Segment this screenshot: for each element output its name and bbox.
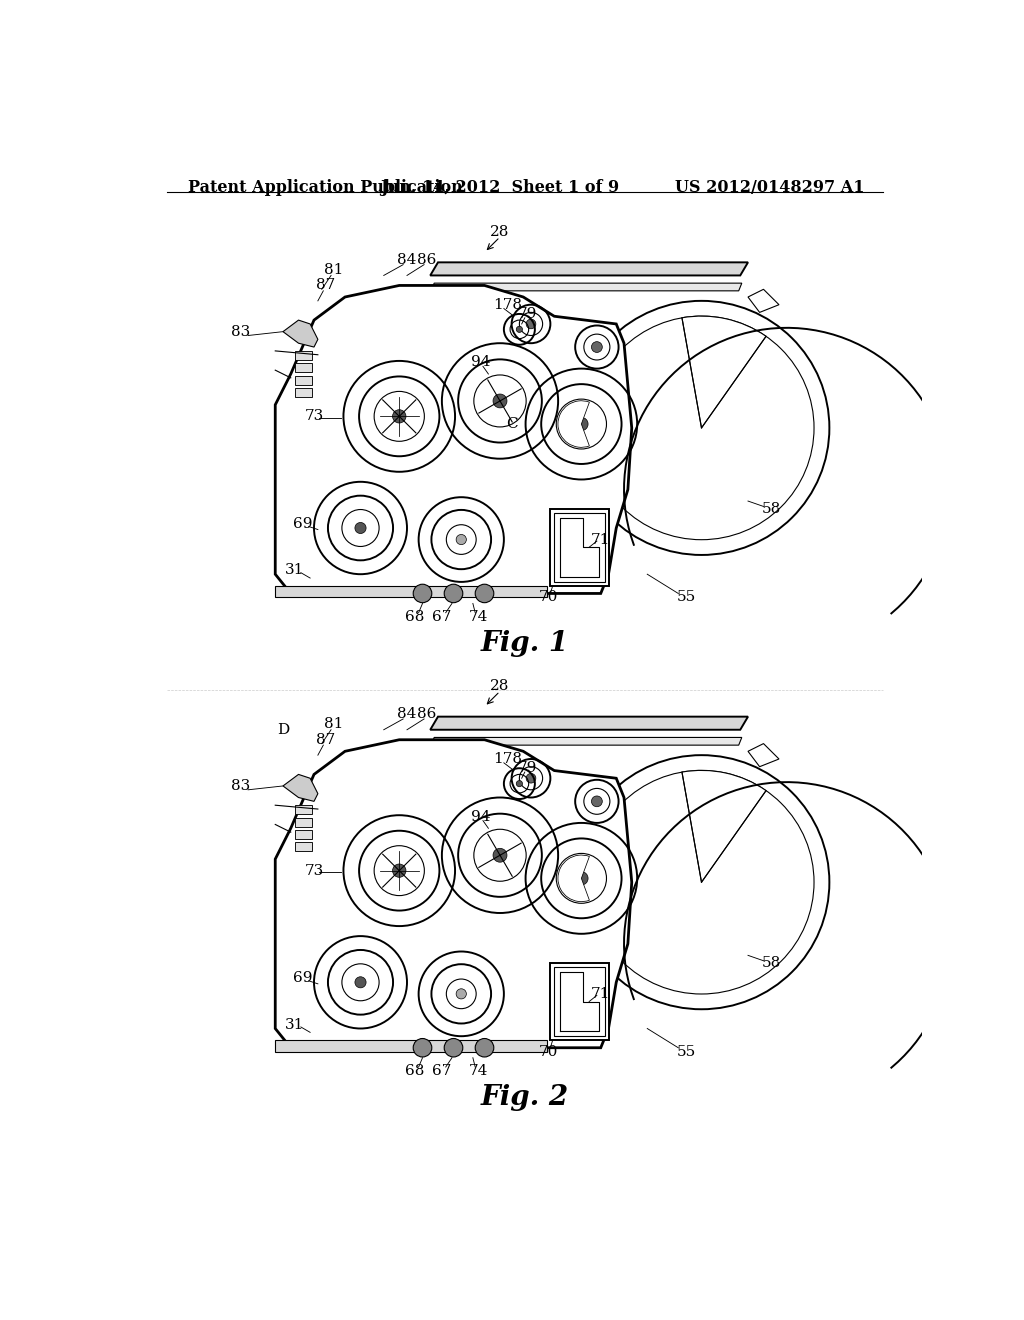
Text: 68: 68 [406,610,424,623]
Circle shape [516,780,522,787]
Text: 178: 178 [494,298,522,312]
Text: 31: 31 [285,1018,304,1032]
Text: 67: 67 [432,1064,452,1078]
Polygon shape [430,717,748,730]
Polygon shape [430,263,748,276]
Text: Patent Application Publication: Patent Application Publication [188,180,463,197]
Text: 28: 28 [490,224,510,239]
Polygon shape [275,739,632,1048]
Bar [295,842,311,851]
Bar [554,966,604,1036]
Wedge shape [558,855,590,902]
Bar [295,388,311,397]
Text: US 2012/0148297 A1: US 2012/0148297 A1 [675,180,864,197]
Bar [550,508,608,586]
Polygon shape [432,738,741,744]
Polygon shape [283,321,317,347]
Text: 83: 83 [230,779,250,793]
Text: D: D [276,723,289,737]
Circle shape [526,319,536,329]
Polygon shape [432,284,741,290]
Circle shape [392,865,406,878]
Circle shape [475,585,494,603]
Text: 94: 94 [471,809,490,824]
Polygon shape [748,289,779,313]
Text: 58: 58 [762,502,781,516]
Text: 28: 28 [490,678,510,693]
Text: 94: 94 [471,355,490,370]
Wedge shape [558,401,590,447]
Text: C: C [506,417,517,432]
Polygon shape [275,285,632,594]
Text: 86: 86 [417,708,436,721]
Bar [295,363,311,372]
Bar [295,376,311,385]
Bar [554,512,604,582]
Circle shape [414,1039,432,1057]
Circle shape [444,1039,463,1057]
Circle shape [456,989,466,999]
Circle shape [355,977,367,987]
Wedge shape [682,771,766,882]
Text: 70: 70 [539,1044,558,1059]
Text: Fig. 1: Fig. 1 [480,630,569,657]
Polygon shape [275,1040,547,1052]
Circle shape [592,342,602,352]
Text: 79: 79 [517,762,537,775]
Circle shape [456,535,466,545]
Text: 81: 81 [324,717,343,731]
Text: 81: 81 [324,263,343,277]
Text: Jun. 14, 2012  Sheet 1 of 9: Jun. 14, 2012 Sheet 1 of 9 [381,180,620,197]
Circle shape [574,417,588,430]
Circle shape [516,326,522,333]
Text: 83: 83 [230,325,250,339]
Polygon shape [748,743,779,767]
Text: 87: 87 [316,733,335,747]
Text: 73: 73 [304,409,324,424]
Bar [295,817,311,826]
Text: 84: 84 [397,708,417,721]
Text: 69: 69 [293,517,312,531]
Text: Fig. 2: Fig. 2 [480,1084,569,1111]
Polygon shape [283,775,317,801]
Text: 73: 73 [304,863,324,878]
Bar [295,351,311,360]
Wedge shape [682,315,766,428]
Text: 79: 79 [517,308,537,321]
Text: 87: 87 [316,279,335,293]
Text: 74: 74 [469,610,488,623]
Text: 31: 31 [285,564,304,577]
Text: 55: 55 [677,1044,695,1059]
Text: 67: 67 [432,610,452,623]
Bar [550,964,608,1040]
Text: 69: 69 [293,972,312,986]
Circle shape [475,1039,494,1057]
Text: 68: 68 [406,1064,424,1078]
Text: 71: 71 [591,987,610,1001]
Circle shape [592,796,602,807]
Text: 71: 71 [591,532,610,546]
Text: 74: 74 [469,1064,488,1078]
Circle shape [444,585,463,603]
Circle shape [574,871,588,884]
Bar [295,830,311,840]
Polygon shape [275,586,547,598]
Circle shape [526,774,536,783]
Text: 84: 84 [397,253,417,267]
Circle shape [493,849,507,862]
Text: 58: 58 [762,956,781,970]
Bar [295,805,311,814]
Circle shape [493,395,507,408]
Text: 86: 86 [417,253,436,267]
Text: 70: 70 [539,590,558,605]
Circle shape [392,409,406,422]
Circle shape [414,585,432,603]
Text: 55: 55 [677,590,695,605]
Text: 178: 178 [494,752,522,766]
Circle shape [355,523,367,533]
